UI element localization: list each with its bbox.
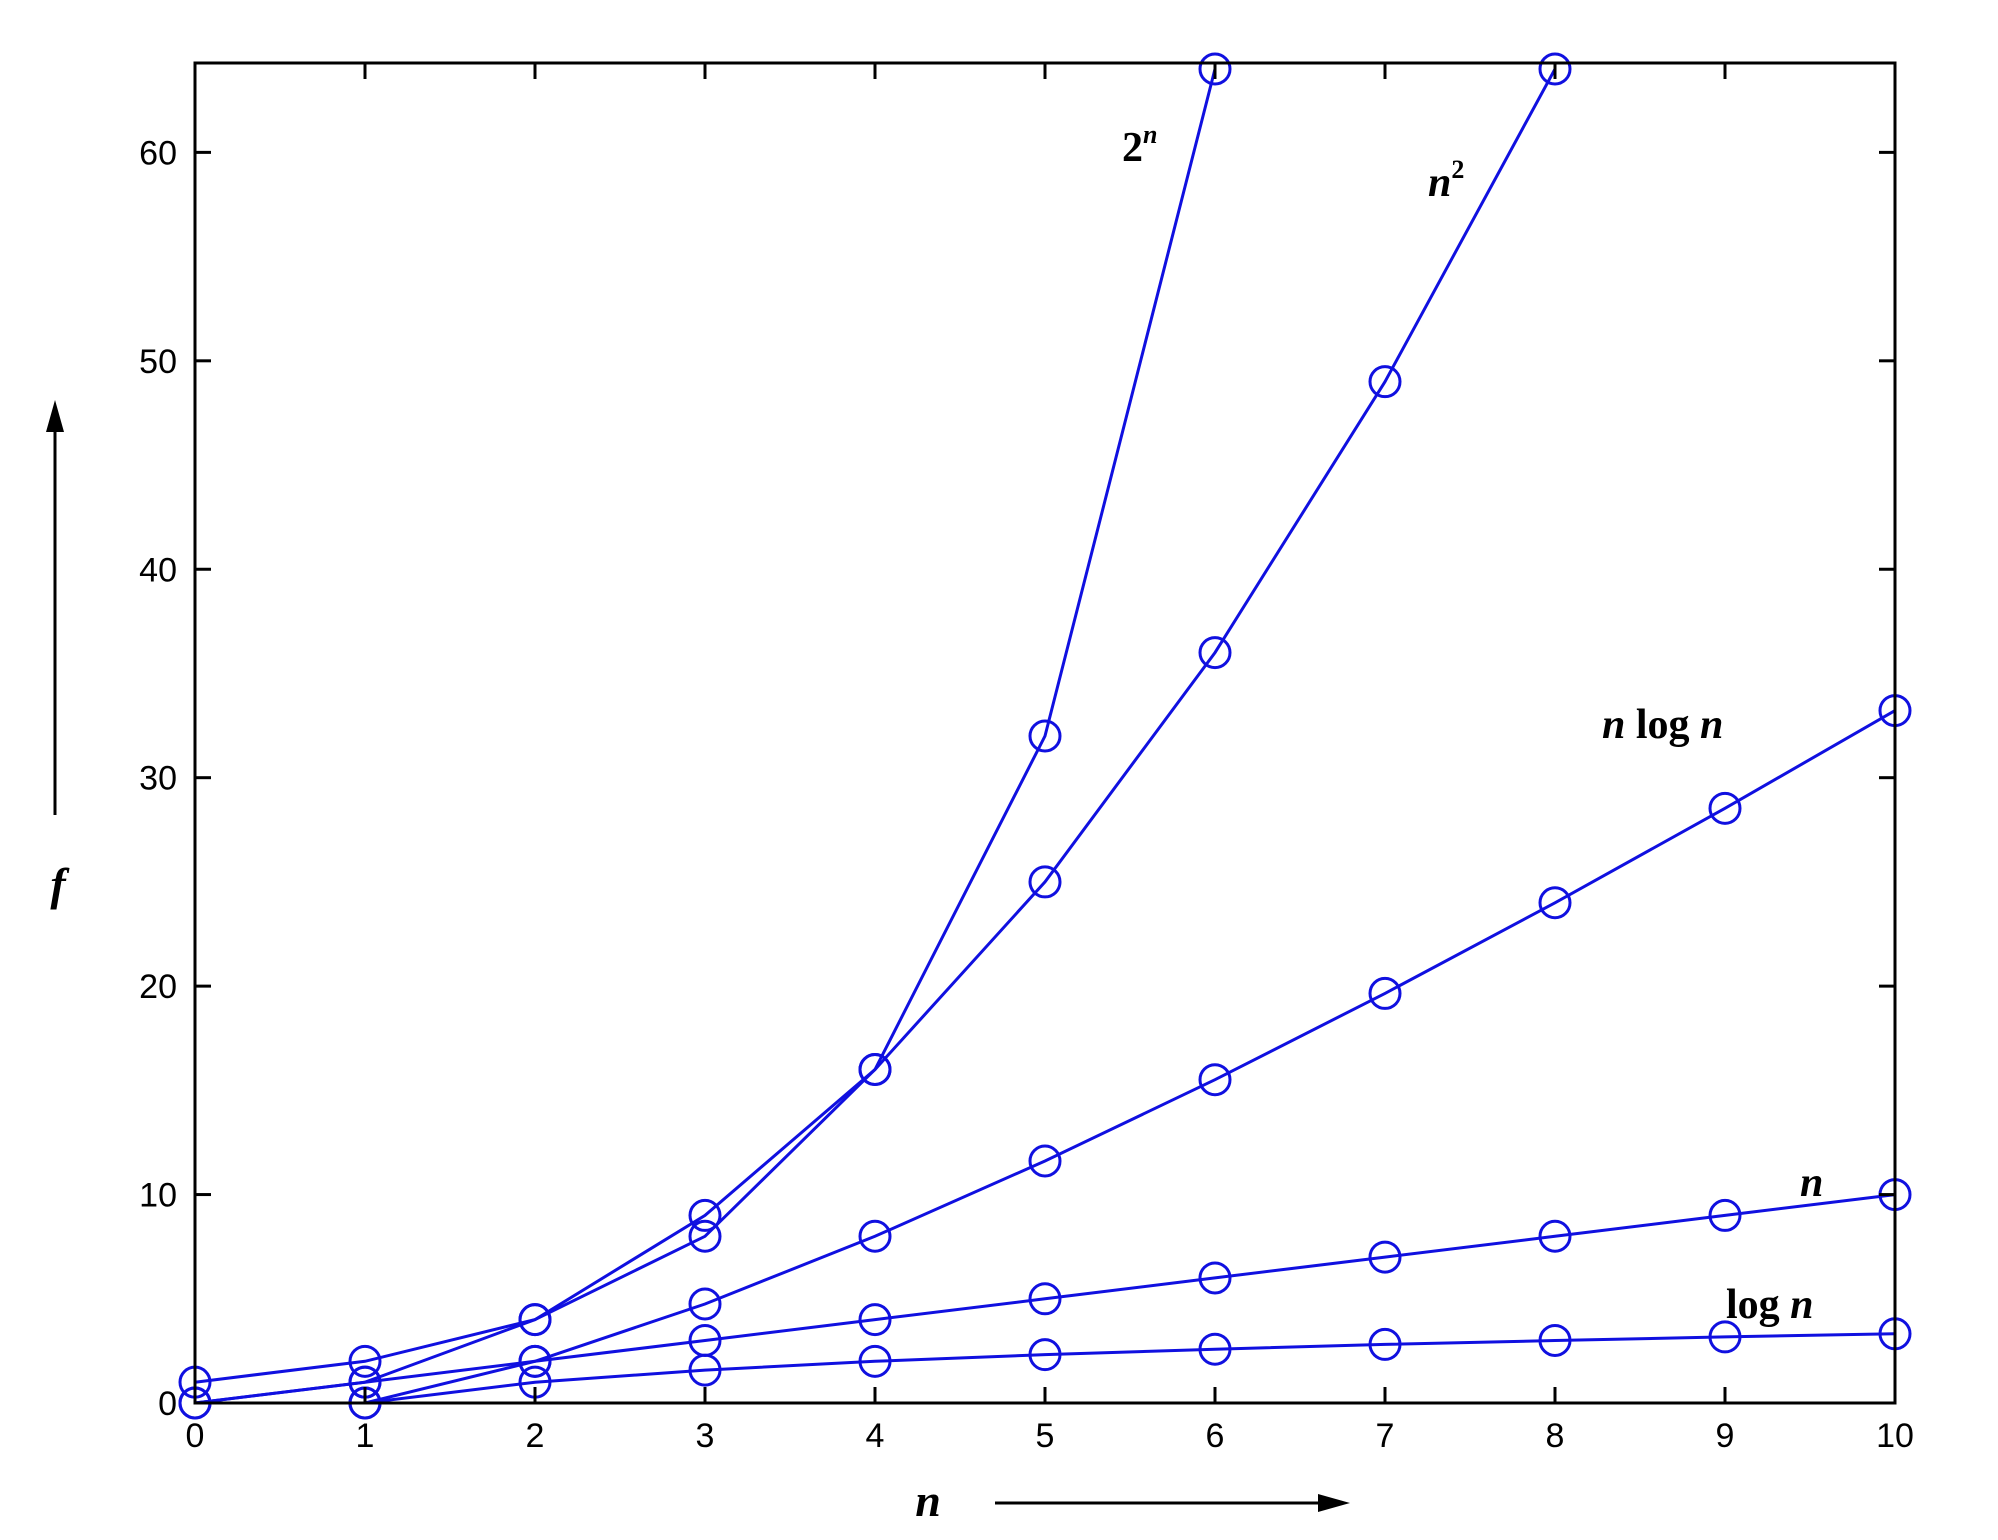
marker-n: [688, 1323, 722, 1357]
marker-two_n: [1198, 52, 1232, 86]
marker-n_log_n: [688, 1287, 722, 1321]
x-tick-label: 8: [1546, 1417, 1565, 1455]
x-tick-label: 5: [1036, 1417, 1055, 1455]
x-tick-label: 1: [356, 1417, 375, 1455]
marker-log_n: [858, 1344, 892, 1378]
marker-n_log_n: [518, 1344, 552, 1378]
y-tick-label: 20: [139, 968, 177, 1006]
marker-log_n: [1198, 1332, 1232, 1366]
series-lines: [194, 68, 1896, 1405]
marker-two_n: [688, 1219, 722, 1253]
marker-log_n: [1538, 1323, 1572, 1357]
marker-two_n: [348, 1344, 382, 1378]
y-axis-arrow: [46, 400, 64, 815]
marker-n: [1198, 1261, 1232, 1295]
marker-n: [1708, 1198, 1742, 1232]
x-tick-label: 3: [696, 1417, 715, 1455]
x-tick-label: 2: [526, 1417, 545, 1455]
marker-two_n: [1028, 719, 1062, 753]
marker-n_log_n: [1368, 976, 1402, 1010]
marker-log_n: [1708, 1320, 1742, 1354]
series-line-log_n: [364, 1332, 1896, 1405]
y-tick-label: 30: [139, 760, 177, 798]
y-tick-label: 60: [139, 134, 177, 172]
marker-n: [1028, 1282, 1062, 1316]
marker-n_squared: [688, 1198, 722, 1232]
marker-n_squared: [1028, 865, 1062, 899]
marker-n: [1538, 1219, 1572, 1253]
series-label-n: n: [1800, 1160, 1823, 1206]
x-axis-title: n: [915, 1475, 941, 1526]
series-line-n_log_n: [364, 709, 1896, 1405]
marker-two_n: [858, 1053, 892, 1086]
y-axis-title: f: [50, 859, 70, 910]
y-tick-label: 0: [158, 1385, 177, 1423]
series-label-n-squared: n2: [1428, 155, 1464, 206]
x-tick-label: 0: [186, 1417, 205, 1455]
marker-two_n: [518, 1303, 552, 1337]
series-line-n: [194, 1193, 1896, 1405]
x-tick-label: 9: [1716, 1417, 1735, 1455]
marker-log_n: [1368, 1327, 1402, 1361]
x-tick-label: 4: [866, 1417, 885, 1455]
marker-n_log_n: [1028, 1144, 1062, 1178]
x-axis-arrow: [995, 1494, 1350, 1512]
marker-n: [858, 1303, 892, 1337]
series-line-n_squared: [194, 68, 1557, 1405]
marker-n_log_n: [1198, 1063, 1232, 1097]
y-tick-label: 40: [139, 551, 177, 589]
marker-n_log_n: [1538, 886, 1572, 920]
x-tick-label: 10: [1876, 1417, 1914, 1455]
marker-n_log_n: [1708, 791, 1742, 825]
marker-n: [1368, 1240, 1402, 1274]
marker-n_log_n: [858, 1219, 892, 1253]
axis-ticks: [193, 63, 1897, 1405]
series-line-two_n: [194, 68, 1217, 1384]
tick-labels: 0 1 2 3 4 5 6 7 8 9 10 0 10 20 30 40 50 60: [139, 134, 1914, 1455]
series-label-n-log-n: n log n: [1602, 702, 1723, 748]
series-label-log-n: log n: [1726, 1282, 1814, 1328]
y-tick-label: 10: [139, 1177, 177, 1215]
marker-n_squared: [1368, 365, 1402, 399]
x-tick-label: 7: [1376, 1417, 1395, 1455]
y-tick-label: 50: [139, 343, 177, 381]
marker-n_squared: [1538, 52, 1572, 86]
marker-n_squared: [1198, 636, 1232, 670]
x-tick-label: 6: [1206, 1417, 1225, 1455]
marker-log_n: [1028, 1338, 1062, 1372]
series-label-two-n: 2n: [1122, 120, 1157, 171]
